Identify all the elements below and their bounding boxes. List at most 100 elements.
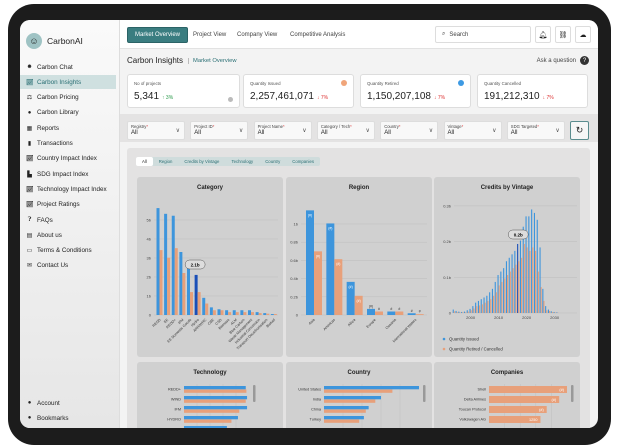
bar-retired (465, 312, 467, 313)
bar-issued (184, 426, 227, 428)
y-tick-label: 0.2b (443, 239, 452, 244)
bar-retired (182, 273, 186, 315)
scrollbar[interactable] (571, 385, 574, 402)
sidebar-item-country-impact-index[interactable]: 📈︎ Country Impact Index (20, 152, 116, 166)
kpi-label: No of projects (134, 81, 162, 86)
kpi-label: Quantity Cancelled (484, 81, 522, 86)
sidebar-item-label: Carbon Insights (37, 78, 82, 86)
y-tick-label: 0 (149, 313, 152, 318)
tab-company-view[interactable]: Company View (237, 32, 278, 38)
bar-issued (458, 311, 460, 313)
bar-retired (174, 248, 178, 315)
sidebar-item-account[interactable]: ● Account (20, 396, 116, 410)
bar-retired (205, 303, 209, 315)
x-tick-label: Asia (308, 318, 316, 326)
sidebar-item-faqs[interactable]: ❓︎ FAQs (20, 213, 116, 227)
bar-issued (184, 386, 246, 390)
bar-issued (497, 275, 499, 313)
filter-label: Category / Tech (320, 124, 351, 129)
sidebar-item-reports[interactable]: ▦ Reports (20, 121, 116, 135)
panel-tab-country[interactable]: Country (265, 159, 281, 164)
sidebar-item-carbon-pricing[interactable]: ⚖ Carbon Pricing (20, 91, 116, 105)
tab-project-view[interactable]: Project View (193, 32, 227, 38)
sidebar-item-about-us[interactable]: ▤ About us (20, 228, 116, 242)
filter-vintage-dropdown[interactable]: Vintage* All ∨ (443, 121, 502, 140)
y-tick-label: 5b (147, 218, 152, 223)
bar-issued (455, 310, 457, 313)
chart-line-icon: 📈︎ (26, 79, 34, 86)
tab-competitive-analysis[interactable]: Competitive Analysis (290, 32, 346, 38)
ask-question-button[interactable]: Ask a question? (537, 56, 589, 65)
bar-retired (395, 311, 404, 315)
sidebar-item-label: Carbon Chat (37, 63, 73, 71)
sidebar-item-transactions[interactable]: ▮ Transactions (20, 137, 116, 151)
filter-country-dropdown[interactable]: Country* All ∨ (380, 121, 439, 140)
bar-retired (493, 295, 495, 313)
filter-value: All (131, 130, 138, 136)
link-button[interactable]: ⛓︎ (555, 26, 571, 43)
bot-button[interactable]: ☁︎ (575, 26, 591, 43)
filter-project-name-dropdown[interactable]: Project Name* All ∨ (253, 121, 312, 140)
sidebar-item-project-ratings[interactable]: 📈︎ Project Ratings (20, 198, 116, 212)
filter-project-id-dropdown[interactable]: Project ID* All ∨ (190, 121, 249, 140)
sidebar-item-carbon-chat[interactable]: ☻ Carbon Chat (20, 60, 116, 74)
sidebar-item-label: FAQs (37, 216, 53, 224)
bar-retired (354, 295, 363, 315)
filter-registry-dropdown[interactable]: Registry* All ∨ (127, 121, 185, 140)
scrollbar[interactable] (253, 385, 256, 402)
bar-retired (515, 264, 517, 313)
bar-issued (225, 310, 229, 315)
tab-market-overview[interactable]: Market Overview (127, 27, 189, 43)
data-label: 1250 (529, 418, 537, 422)
y-category-label: IFM (174, 408, 181, 412)
filter-value: All (510, 130, 518, 136)
filter-category-tech-dropdown[interactable]: Category / Tech* All ∨ (316, 121, 375, 140)
reset-filters-button[interactable]: ↻ (570, 121, 589, 140)
kpi-card-no-of-projects: No of projects 5,341 ↑ 3% (127, 74, 240, 108)
notification-button[interactable]: 🔔︎ (535, 26, 551, 43)
kpi-value: 5,341 (134, 91, 160, 102)
panel-tab-region[interactable]: Region (158, 159, 173, 164)
filter-label: Registry (131, 124, 147, 129)
legend-dot-icon (458, 80, 464, 86)
bar (489, 406, 547, 413)
bar-retired (509, 271, 511, 313)
bar-issued (469, 308, 471, 313)
bar-retired (243, 312, 247, 315)
panel-tab-credits-by-vintage[interactable]: Credits by Vintage (184, 159, 220, 164)
sidebar-item-carbon-insights[interactable]: 📈︎ Carbon Insights (20, 75, 116, 90)
document-icon: ▭ (26, 248, 33, 255)
sidebar-item-bookmarks[interactable]: ● Bookmarks (20, 411, 116, 425)
bar-issued (461, 311, 463, 313)
bar-retired (498, 285, 500, 313)
bar-issued (522, 226, 524, 313)
breadcrumb[interactable]: Market Overview (188, 57, 237, 64)
bar-retired (501, 281, 503, 313)
data-label: (#) (308, 213, 312, 217)
bar-issued (503, 268, 505, 313)
sidebar-item-terms-conditions[interactable]: ▭ Terms & Conditions (20, 244, 116, 258)
panel-tab-companies[interactable]: Companies (292, 159, 314, 164)
y-tick-label: 0.1b (443, 275, 452, 280)
panel-tab-technology[interactable]: Technology (231, 159, 254, 164)
filter-sdg-targeted-dropdown[interactable]: SDG Targeted* All ∨ (506, 121, 565, 140)
y-tick-label: 0 (449, 311, 452, 316)
bar-retired (479, 305, 481, 313)
page-header: Carbon Insights Market Overview (127, 56, 237, 65)
robot-icon: ☻ (26, 64, 33, 70)
sidebar-item-carbon-library[interactable]: ● Carbon Library (20, 106, 116, 120)
y-tick-label: 1b (147, 294, 152, 299)
sidebar-item-technology-impact-index[interactable]: 📈︎ Technology Impact Index (20, 182, 116, 196)
bar-issued (452, 309, 454, 313)
bar-issued (324, 396, 381, 400)
scrollbar[interactable] (423, 385, 426, 402)
sidebar-item-sdg-impact-index[interactable]: ▙ SDG Impact Index (20, 167, 116, 181)
search-input[interactable]: ⌕ Search (435, 26, 531, 43)
legend-label: Quantity Retired / Cancelled (449, 347, 503, 352)
info-icon[interactable] (228, 97, 233, 102)
sidebar-item-contact-us[interactable]: ✉ Contact Us (20, 259, 116, 273)
kpi-value: 191,212,310 (484, 91, 540, 102)
x-tick-label: IFM (177, 318, 184, 325)
panel-tab-all[interactable]: All (136, 157, 153, 166)
logo[interactable]: ☺ CarbonAI (26, 33, 83, 49)
